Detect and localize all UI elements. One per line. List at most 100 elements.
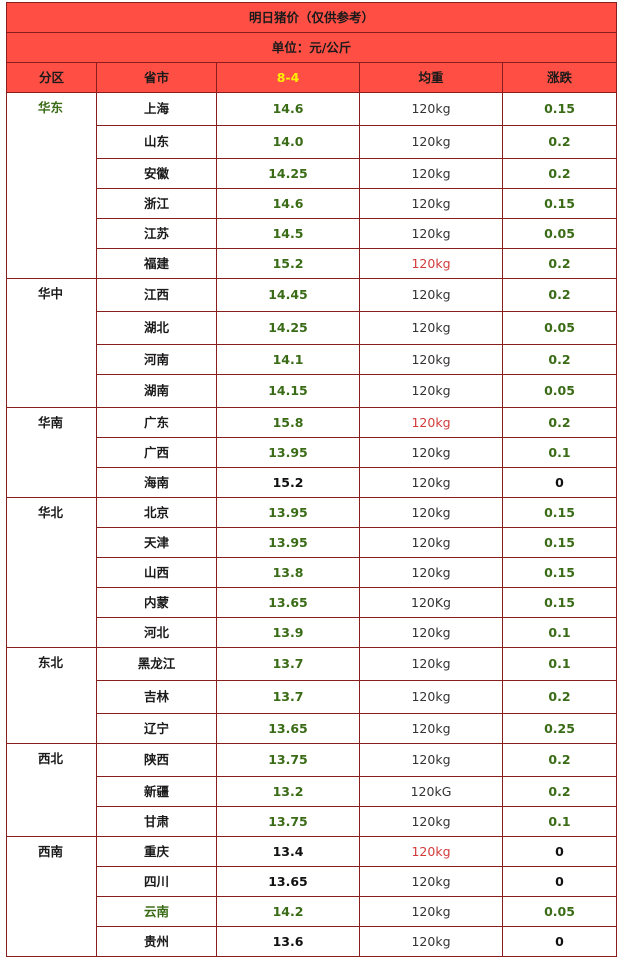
price-cell: 15.8 — [216, 407, 360, 438]
table-row: 山东 14.0 120kg 0.2 — [7, 125, 617, 159]
price-cell: 13.95 — [216, 527, 360, 558]
price-table-container: 明日猪价（仅供参考） 单位：元/公斤 分区 省市 8-4 均重 涨跌 华东 上海… — [6, 2, 617, 957]
col-header-weight: 均重 — [359, 62, 503, 93]
province-cell: 重庆 — [96, 836, 217, 867]
region-cell-huabei: 华北 — [6, 497, 97, 648]
province-cell: 江西 — [96, 278, 217, 312]
price-cell: 13.65 — [216, 866, 360, 897]
change-cell: 0.15 — [502, 497, 617, 528]
region-cell-dongbei: 东北 — [6, 647, 97, 744]
province-cell: 河北 — [96, 617, 217, 648]
table-row: 新疆 13.2 120kG 0.2 — [7, 776, 617, 807]
price-cell: 13.2 — [216, 776, 360, 807]
price-cell: 13.9 — [216, 617, 360, 648]
price-cell: 14.6 — [216, 92, 360, 126]
table-row: 云南 14.2 120kg 0.05 — [7, 896, 617, 927]
weight-cell: 120kg — [359, 497, 503, 528]
change-cell: 0.1 — [502, 806, 617, 837]
province-cell: 浙江 — [96, 188, 217, 219]
change-cell: 0.2 — [502, 407, 617, 438]
province-cell: 陕西 — [96, 743, 217, 777]
price-cell: 13.95 — [216, 497, 360, 528]
table-row: 东北 黑龙江 13.7 120kg 0.1 — [6, 647, 617, 744]
province-cell: 广东 — [96, 407, 217, 438]
table-row: 河北 13.9 120kg 0.1 — [7, 617, 617, 648]
weight-cell: 120kg — [359, 617, 503, 648]
price-cell: 13.65 — [216, 713, 360, 744]
weight-cell: 120kg — [359, 248, 503, 279]
table-row: 四川 13.65 120kg 0 — [7, 866, 617, 897]
province-cell: 四川 — [96, 866, 217, 897]
change-cell: 0.2 — [502, 680, 617, 714]
table-row: 安徽 14.25 120kg 0.2 — [7, 158, 617, 189]
price-cell: 14.5 — [216, 218, 360, 249]
table-row: 华东 上海 14.6 120kg 0.15 — [6, 92, 617, 279]
change-cell: 0.25 — [502, 713, 617, 744]
weight-cell: 120kg — [359, 680, 503, 714]
change-cell: 0.1 — [502, 617, 617, 648]
change-cell: 0.2 — [502, 248, 617, 279]
table-row: 山西 13.8 120kg 0.15 — [7, 557, 617, 588]
weight-cell: 120kg — [359, 158, 503, 189]
weight-cell: 120kg — [359, 926, 503, 957]
change-cell: 0.05 — [502, 311, 617, 345]
price-cell: 13.75 — [216, 743, 360, 777]
change-cell: 0.15 — [502, 587, 617, 618]
weight-cell: 120kG — [359, 776, 503, 807]
table-row: 西南 重庆 13.4 120kg 0 — [6, 836, 617, 957]
pig-price-table: 明日猪价（仅供参考） 单位：元/公斤 分区 省市 8-4 均重 涨跌 华东 上海… — [6, 2, 617, 957]
province-cell: 上海 — [96, 92, 217, 126]
col-header-region: 分区 — [6, 62, 97, 93]
change-cell: 0 — [502, 866, 617, 897]
weight-cell: 120kg — [359, 374, 503, 408]
table-row: 湖南 14.15 120kg 0.05 — [7, 374, 617, 408]
region-cell-xibei: 西北 — [6, 743, 97, 837]
region-cell-huanan: 华南 — [6, 407, 97, 498]
column-header-row: 分区 省市 8-4 均重 涨跌 — [6, 62, 617, 93]
province-cell: 辽宁 — [96, 713, 217, 744]
price-cell: 14.15 — [216, 374, 360, 408]
table-row: 海南 15.2 120kg 0 — [7, 467, 617, 498]
change-cell: 0.05 — [502, 896, 617, 927]
province-cell: 山东 — [96, 125, 217, 159]
change-cell: 0.15 — [502, 557, 617, 588]
province-cell: 内蒙 — [96, 587, 217, 618]
table-row: 河南 14.1 120kg 0.2 — [7, 344, 617, 375]
change-cell: 0 — [502, 836, 617, 867]
region-cell-xinan: 西南 — [6, 836, 97, 957]
price-cell: 13.7 — [216, 680, 360, 714]
province-cell: 吉林 — [96, 680, 217, 714]
table-row: 贵州 13.6 120kg 0 — [7, 926, 617, 957]
price-cell: 14.2 — [216, 896, 360, 927]
weight-cell: 120kg — [359, 407, 503, 438]
weight-cell: 120kg — [359, 743, 503, 777]
table-row: 吉林 13.7 120kg 0.2 — [7, 680, 617, 714]
unit-label: 单位：元/公斤 — [6, 32, 617, 63]
price-cell: 14.25 — [216, 311, 360, 345]
table-row: 华南 广东 15.8 120kg 0.2 — [6, 407, 617, 498]
province-cell: 湖南 — [96, 374, 217, 408]
price-cell: 13.65 — [216, 587, 360, 618]
price-cell: 13.7 — [216, 647, 360, 681]
weight-cell: 120kg — [359, 557, 503, 588]
price-cell: 14.45 — [216, 278, 360, 312]
province-cell: 新疆 — [96, 776, 217, 807]
change-cell: 0.1 — [502, 437, 617, 468]
province-cell: 贵州 — [96, 926, 217, 957]
province-cell: 云南 — [96, 896, 217, 927]
weight-cell: 120kg — [359, 218, 503, 249]
price-cell: 13.95 — [216, 437, 360, 468]
province-cell: 天津 — [96, 527, 217, 558]
weight-cell: 120kg — [359, 467, 503, 498]
table-row: 辽宁 13.65 120kg 0.25 — [7, 713, 617, 744]
change-cell: 0.2 — [502, 158, 617, 189]
weight-cell: 120kg — [359, 647, 503, 681]
table-row: 湖北 14.25 120kg 0.05 — [7, 311, 617, 345]
price-cell: 15.2 — [216, 467, 360, 498]
weight-cell: 120kg — [359, 437, 503, 468]
weight-cell: 120kg — [359, 125, 503, 159]
weight-cell: 120kg — [359, 311, 503, 345]
region-cell-huadong: 华东 — [6, 92, 97, 279]
province-cell: 安徽 — [96, 158, 217, 189]
table-row: 甘肃 13.75 120kg 0.1 — [7, 806, 617, 837]
